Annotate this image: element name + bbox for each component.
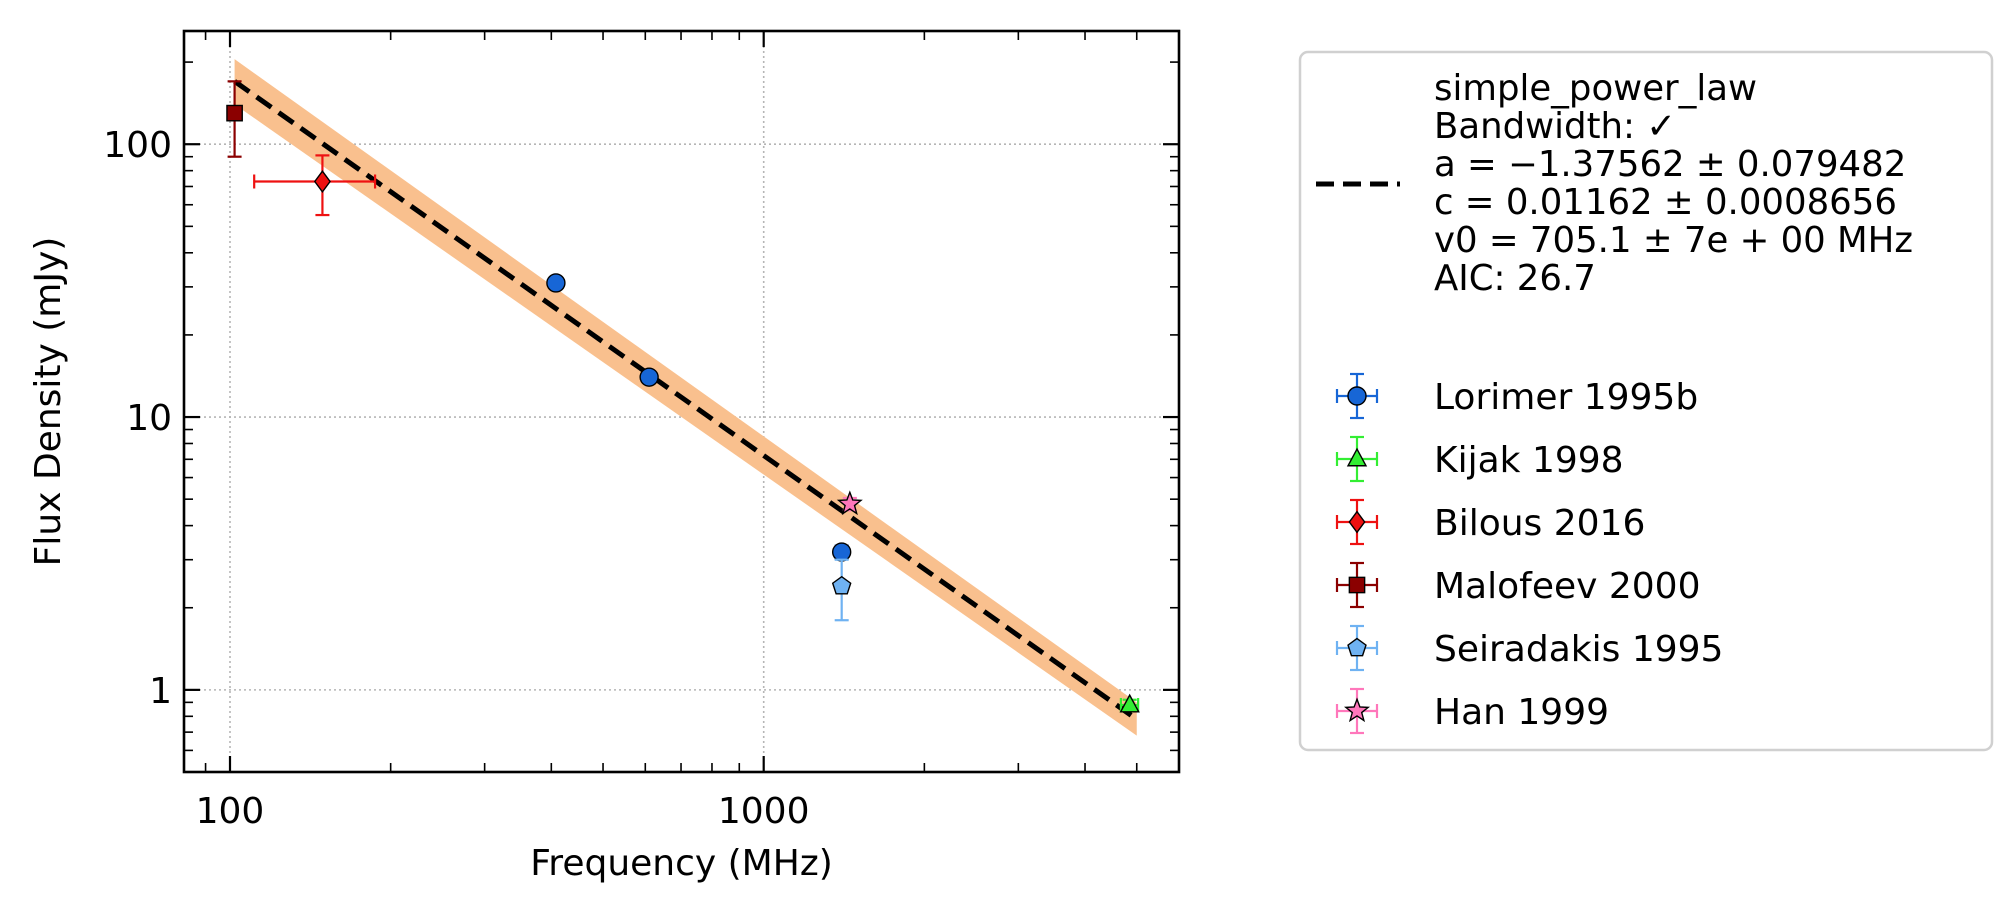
series-malofeev-2000	[226, 80, 243, 158]
y-axis-label: Flux Density (mJy)	[28, 237, 69, 567]
diamond-marker	[1348, 510, 1366, 534]
legend-series-label: Lorimer 1995b	[1434, 377, 1698, 418]
square-marker	[1348, 576, 1366, 594]
legend-entry: Han 1999	[1335, 687, 1609, 735]
triangle-marker	[1119, 693, 1140, 713]
x-tick-label: 100	[196, 791, 265, 832]
legend-fit-text-line: simple_power_law	[1434, 68, 1757, 109]
star-marker	[1343, 697, 1371, 723]
legend-entry: Kijak 1998	[1335, 435, 1624, 483]
legend-series-label: Malofeev 2000	[1434, 566, 1700, 607]
circle-marker	[639, 367, 659, 387]
axis-ticks: 100 1000 1 10 100	[103, 31, 1179, 832]
series-seiradakis-1995	[831, 558, 852, 622]
legend-box	[1298, 50, 1994, 752]
data-series-layer	[226, 80, 1140, 713]
legend-series-label: Han 1999	[1434, 692, 1609, 733]
pentagon-marker	[1347, 637, 1367, 657]
fit-band-layer	[233, 59, 1139, 736]
legend-fit-text-line: c = 0.01162 ± 0.0008656	[1434, 182, 1897, 223]
y-tick-label: 10	[126, 398, 172, 439]
legend-entry: Lorimer 1995b	[1335, 372, 1698, 420]
legend-series-label: Seiradakis 1995	[1434, 629, 1723, 670]
circle-marker	[831, 542, 852, 562]
square-marker	[226, 104, 243, 122]
fit-line	[233, 79, 1139, 722]
legend-fit-text-line: a = −1.37562 ± 0.079482	[1434, 144, 1906, 185]
diamond-marker	[313, 169, 331, 194]
legend-entry: Seiradakis 1995	[1335, 624, 1723, 672]
x-axis-label: Frequency (MHz)	[530, 843, 833, 884]
series-kijak-1998	[1119, 693, 1140, 713]
legend-fit-text-line: AIC: 26.7	[1434, 258, 1596, 299]
triangle-marker	[1346, 447, 1368, 467]
star-marker	[836, 490, 863, 516]
y-tick-label: 1	[149, 671, 172, 712]
legend-fit-text-line: v0 = 705.1 ± 7e + 00 MHz	[1434, 220, 1913, 261]
legend-series-label: Kijak 1998	[1434, 440, 1624, 481]
x-tick-label: 1000	[718, 791, 810, 832]
pentagon-marker	[831, 575, 852, 595]
circle-marker	[1347, 386, 1367, 406]
series-bilous-2016	[253, 154, 377, 217]
legend-entry: Malofeev 2000	[1335, 561, 1700, 609]
circle-marker	[546, 273, 566, 293]
series-han-1999	[836, 490, 863, 516]
legend-series-label: Bilous 2016	[1434, 503, 1645, 544]
legend-fit-text-line: Bandwidth: ✓	[1434, 106, 1676, 147]
legend-entry: Bilous 2016	[1335, 498, 1645, 546]
y-tick-label: 100	[103, 125, 172, 166]
